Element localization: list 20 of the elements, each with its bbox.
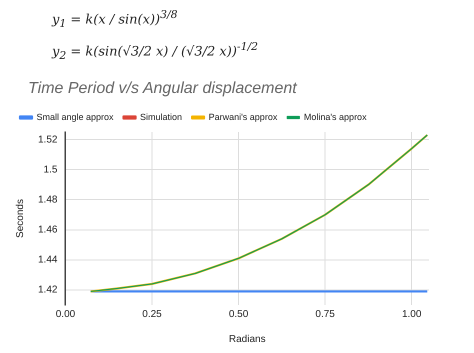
text: y$_{2}$ = k(sin(√3/2 x) / (√3/2 x))$^{-1/2}$ <box>52 40 258 62</box>
y-tick-label: 1.46 <box>38 224 58 236</box>
x-tick-label: 0.50 <box>228 308 249 320</box>
legend-label: Simulation <box>140 112 182 122</box>
y-tick-label: 1.44 <box>38 254 58 266</box>
legend-label: Small angle approx <box>36 112 114 122</box>
x-tick-label: 1.00 <box>402 308 422 320</box>
x-tick-label: 0.75 <box>315 308 336 320</box>
y-tick-label: 1.48 <box>38 194 58 206</box>
x-tick-label: 0.25 <box>142 308 162 320</box>
legend-label: Molina's approx <box>304 112 368 122</box>
x-axis-title: Radians <box>228 334 266 345</box>
chart-title: Time Period v/s Angular displacement <box>28 80 297 98</box>
legend-label: Parwani's approx <box>208 112 278 122</box>
text: y$_{1}$ = k(x / sin(x))$^{3/8}$ <box>52 8 179 30</box>
y-tick-label: 1.52 <box>38 134 58 146</box>
x-tick-label: 0.00 <box>56 308 76 320</box>
y-tick-label: 1.5 <box>44 164 58 176</box>
y-axis-title: Seconds <box>14 199 26 238</box>
y-tick-label: 1.42 <box>38 284 58 296</box>
